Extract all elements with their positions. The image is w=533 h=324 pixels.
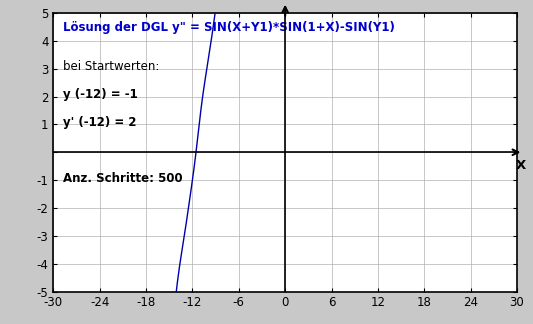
Text: bei Startwerten:: bei Startwerten: — [62, 60, 159, 73]
Text: y' (-12) = 2: y' (-12) = 2 — [62, 116, 136, 129]
Text: Y: Y — [290, 0, 300, 3]
Text: y (-12) = -1: y (-12) = -1 — [62, 88, 138, 101]
Text: X: X — [516, 159, 526, 172]
Text: Anz. Schritte: 500: Anz. Schritte: 500 — [62, 172, 182, 185]
Text: Lösung der DGL y" = SIN(X+Y1)*SIN(1+X)-SIN(Y1): Lösung der DGL y" = SIN(X+Y1)*SIN(1+X)-S… — [62, 21, 394, 34]
